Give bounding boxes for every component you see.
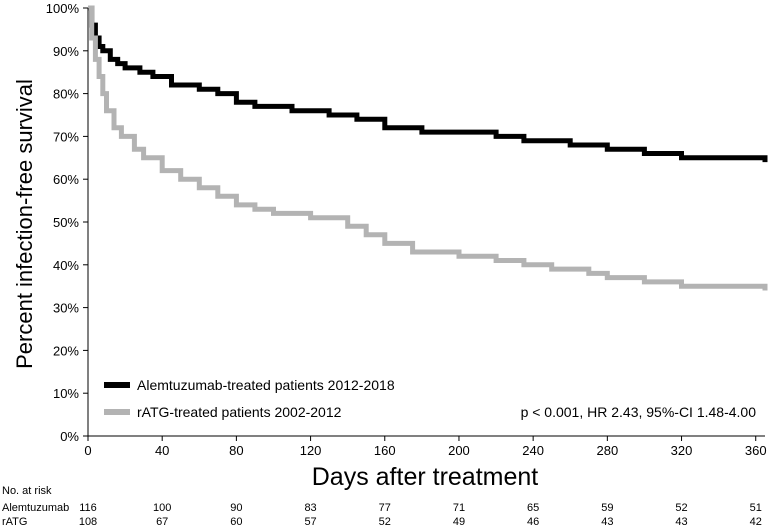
y-tick-label: 0% [60,429,79,444]
risk-row-label-alemtuzumab: Alemtuzumab [2,502,70,514]
y-axis-ticks: 0% 10% 20% 30% 40% 50% 60% 70% 80% 90% 100% [46,1,88,444]
legend-label-ratg: rATG-treated patients 2002-2012 [137,404,342,420]
risk-value: 52 [378,516,391,528]
series-line-alemtuzumab [88,5,768,163]
x-tick-label: 320 [671,443,693,458]
risk-value: 65 [527,502,540,514]
survival-curves [88,5,768,291]
y-tick-label: 80% [53,87,79,102]
risk-value: 57 [304,516,317,528]
x-tick-label: 40 [155,443,169,458]
legend-label-alemtuzumab: Alemtuzumab-treated patients 2012-2018 [137,377,395,393]
x-tick-label: 160 [374,443,396,458]
risk-value: 116 [79,502,97,514]
risk-value: 100 [153,502,172,514]
x-tick-label: 80 [229,443,243,458]
risk-value: 42 [749,516,762,528]
y-tick-label: 10% [53,386,79,401]
x-tick-label: 120 [300,443,322,458]
risk-value: 90 [230,502,243,514]
risk-value: 46 [527,516,540,528]
x-tick-label: 360 [745,443,767,458]
y-tick-label: 60% [53,172,79,187]
risk-value: 43 [675,516,688,528]
risk-value: 67 [156,516,169,528]
y-tick-label: 70% [53,129,79,144]
y-tick-label: 30% [53,301,79,316]
x-tick-label: 200 [448,443,470,458]
risk-table-title: No. at risk [2,485,52,497]
legend: Alemtuzumab-treated patients 2012-2018 r… [104,377,395,420]
risk-value: 77 [378,502,391,514]
risk-value: 51 [749,502,762,514]
risk-value: 108 [78,516,98,528]
risk-value: 59 [601,502,614,514]
x-axis-ticks: 0 40 80 120 160 200 240 280 320 360 [84,436,767,458]
risk-value: 52 [675,502,688,514]
y-axis-label: Percent infection-free survival [12,79,37,369]
statistics-annotation: p < 0.001, HR 2.43, 95%-CI 1.48-4.00 [521,404,757,420]
series-line-ratg [88,5,768,291]
y-tick-label: 40% [53,258,79,273]
x-tick-label: 0 [84,443,91,458]
x-axis-label: Days after treatment [312,463,539,490]
risk-value: 83 [304,502,317,514]
x-tick-label: 280 [596,443,618,458]
y-tick-label: 20% [53,343,79,358]
x-tick-label: 240 [522,443,544,458]
km-chart: 0% 10% 20% 30% 40% 50% 60% 70% 80% 90% 100% 0 40 80 1… [12,1,768,490]
risk-row-label-ratg: rATG [2,516,28,528]
risk-value: 60 [230,516,243,528]
risk-value: 43 [601,516,614,528]
risk-value: 49 [452,516,466,528]
risk-value: 71 [452,502,466,514]
y-tick-label: 100% [46,1,80,16]
y-tick-label: 90% [53,44,79,59]
y-tick-label: 50% [53,215,79,230]
